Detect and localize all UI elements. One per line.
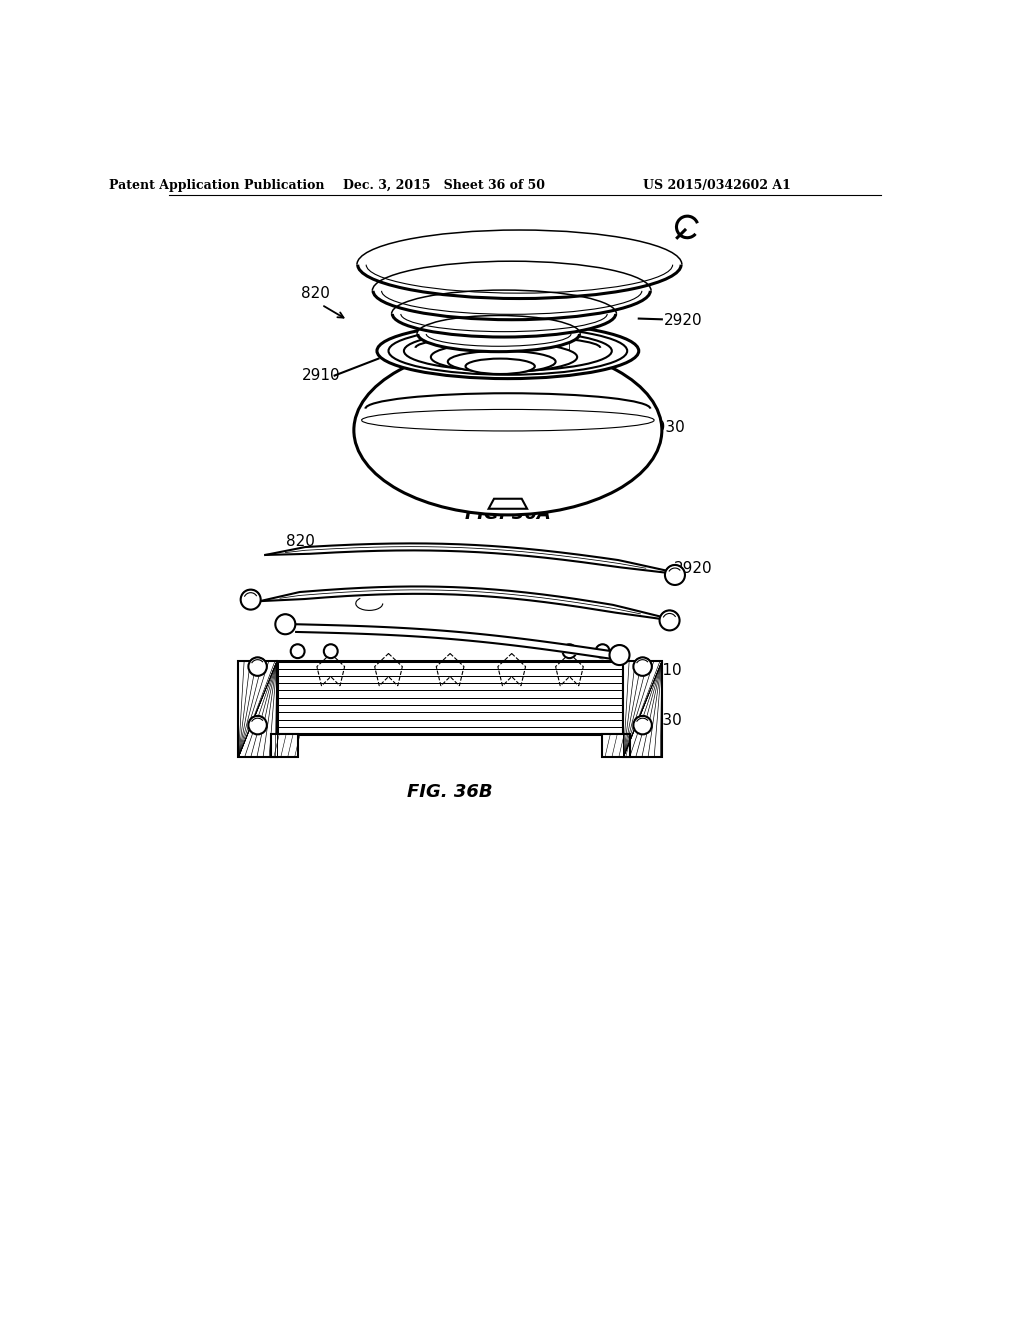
Bar — [239, 661, 276, 758]
Ellipse shape — [447, 351, 556, 372]
Text: Dec. 3, 2015   Sheet 36 of 50: Dec. 3, 2015 Sheet 36 of 50 — [343, 178, 545, 191]
Circle shape — [324, 644, 338, 659]
Ellipse shape — [466, 359, 535, 374]
Circle shape — [249, 657, 267, 676]
Ellipse shape — [392, 290, 615, 337]
Text: FIG. 36B: FIG. 36B — [408, 783, 493, 801]
Polygon shape — [488, 499, 527, 508]
Text: 820: 820 — [301, 285, 331, 301]
Circle shape — [596, 644, 609, 659]
Circle shape — [562, 644, 577, 659]
Circle shape — [609, 645, 630, 665]
Bar — [624, 661, 662, 758]
Ellipse shape — [377, 323, 639, 379]
Ellipse shape — [431, 342, 578, 372]
Polygon shape — [276, 661, 624, 734]
Circle shape — [634, 657, 652, 676]
Circle shape — [249, 715, 267, 734]
Text: US 2015/0342602 A1: US 2015/0342602 A1 — [643, 178, 792, 191]
Text: Patent Application Publication: Patent Application Publication — [109, 178, 325, 191]
Polygon shape — [265, 544, 666, 573]
Circle shape — [241, 590, 261, 610]
Bar — [239, 661, 276, 758]
Text: 820: 820 — [286, 535, 315, 549]
Text: 2930: 2930 — [644, 713, 683, 729]
Circle shape — [665, 565, 685, 585]
Text: 2920: 2920 — [665, 313, 702, 327]
Ellipse shape — [354, 346, 662, 515]
Text: FIG. 36A: FIG. 36A — [465, 506, 551, 523]
Circle shape — [634, 715, 652, 734]
Polygon shape — [260, 586, 660, 619]
Ellipse shape — [388, 327, 628, 375]
Bar — [602, 734, 630, 758]
Bar — [624, 661, 662, 758]
Bar — [270, 734, 298, 758]
Ellipse shape — [418, 317, 580, 351]
Text: 2910: 2910 — [301, 368, 340, 383]
Ellipse shape — [403, 331, 611, 371]
Polygon shape — [276, 661, 624, 680]
Ellipse shape — [373, 261, 650, 319]
Ellipse shape — [357, 231, 681, 298]
Circle shape — [275, 614, 295, 635]
Text: 2910: 2910 — [644, 663, 683, 678]
Text: 2930: 2930 — [647, 420, 686, 436]
Text: 2920: 2920 — [674, 561, 713, 577]
Circle shape — [291, 644, 304, 659]
Circle shape — [659, 610, 680, 631]
